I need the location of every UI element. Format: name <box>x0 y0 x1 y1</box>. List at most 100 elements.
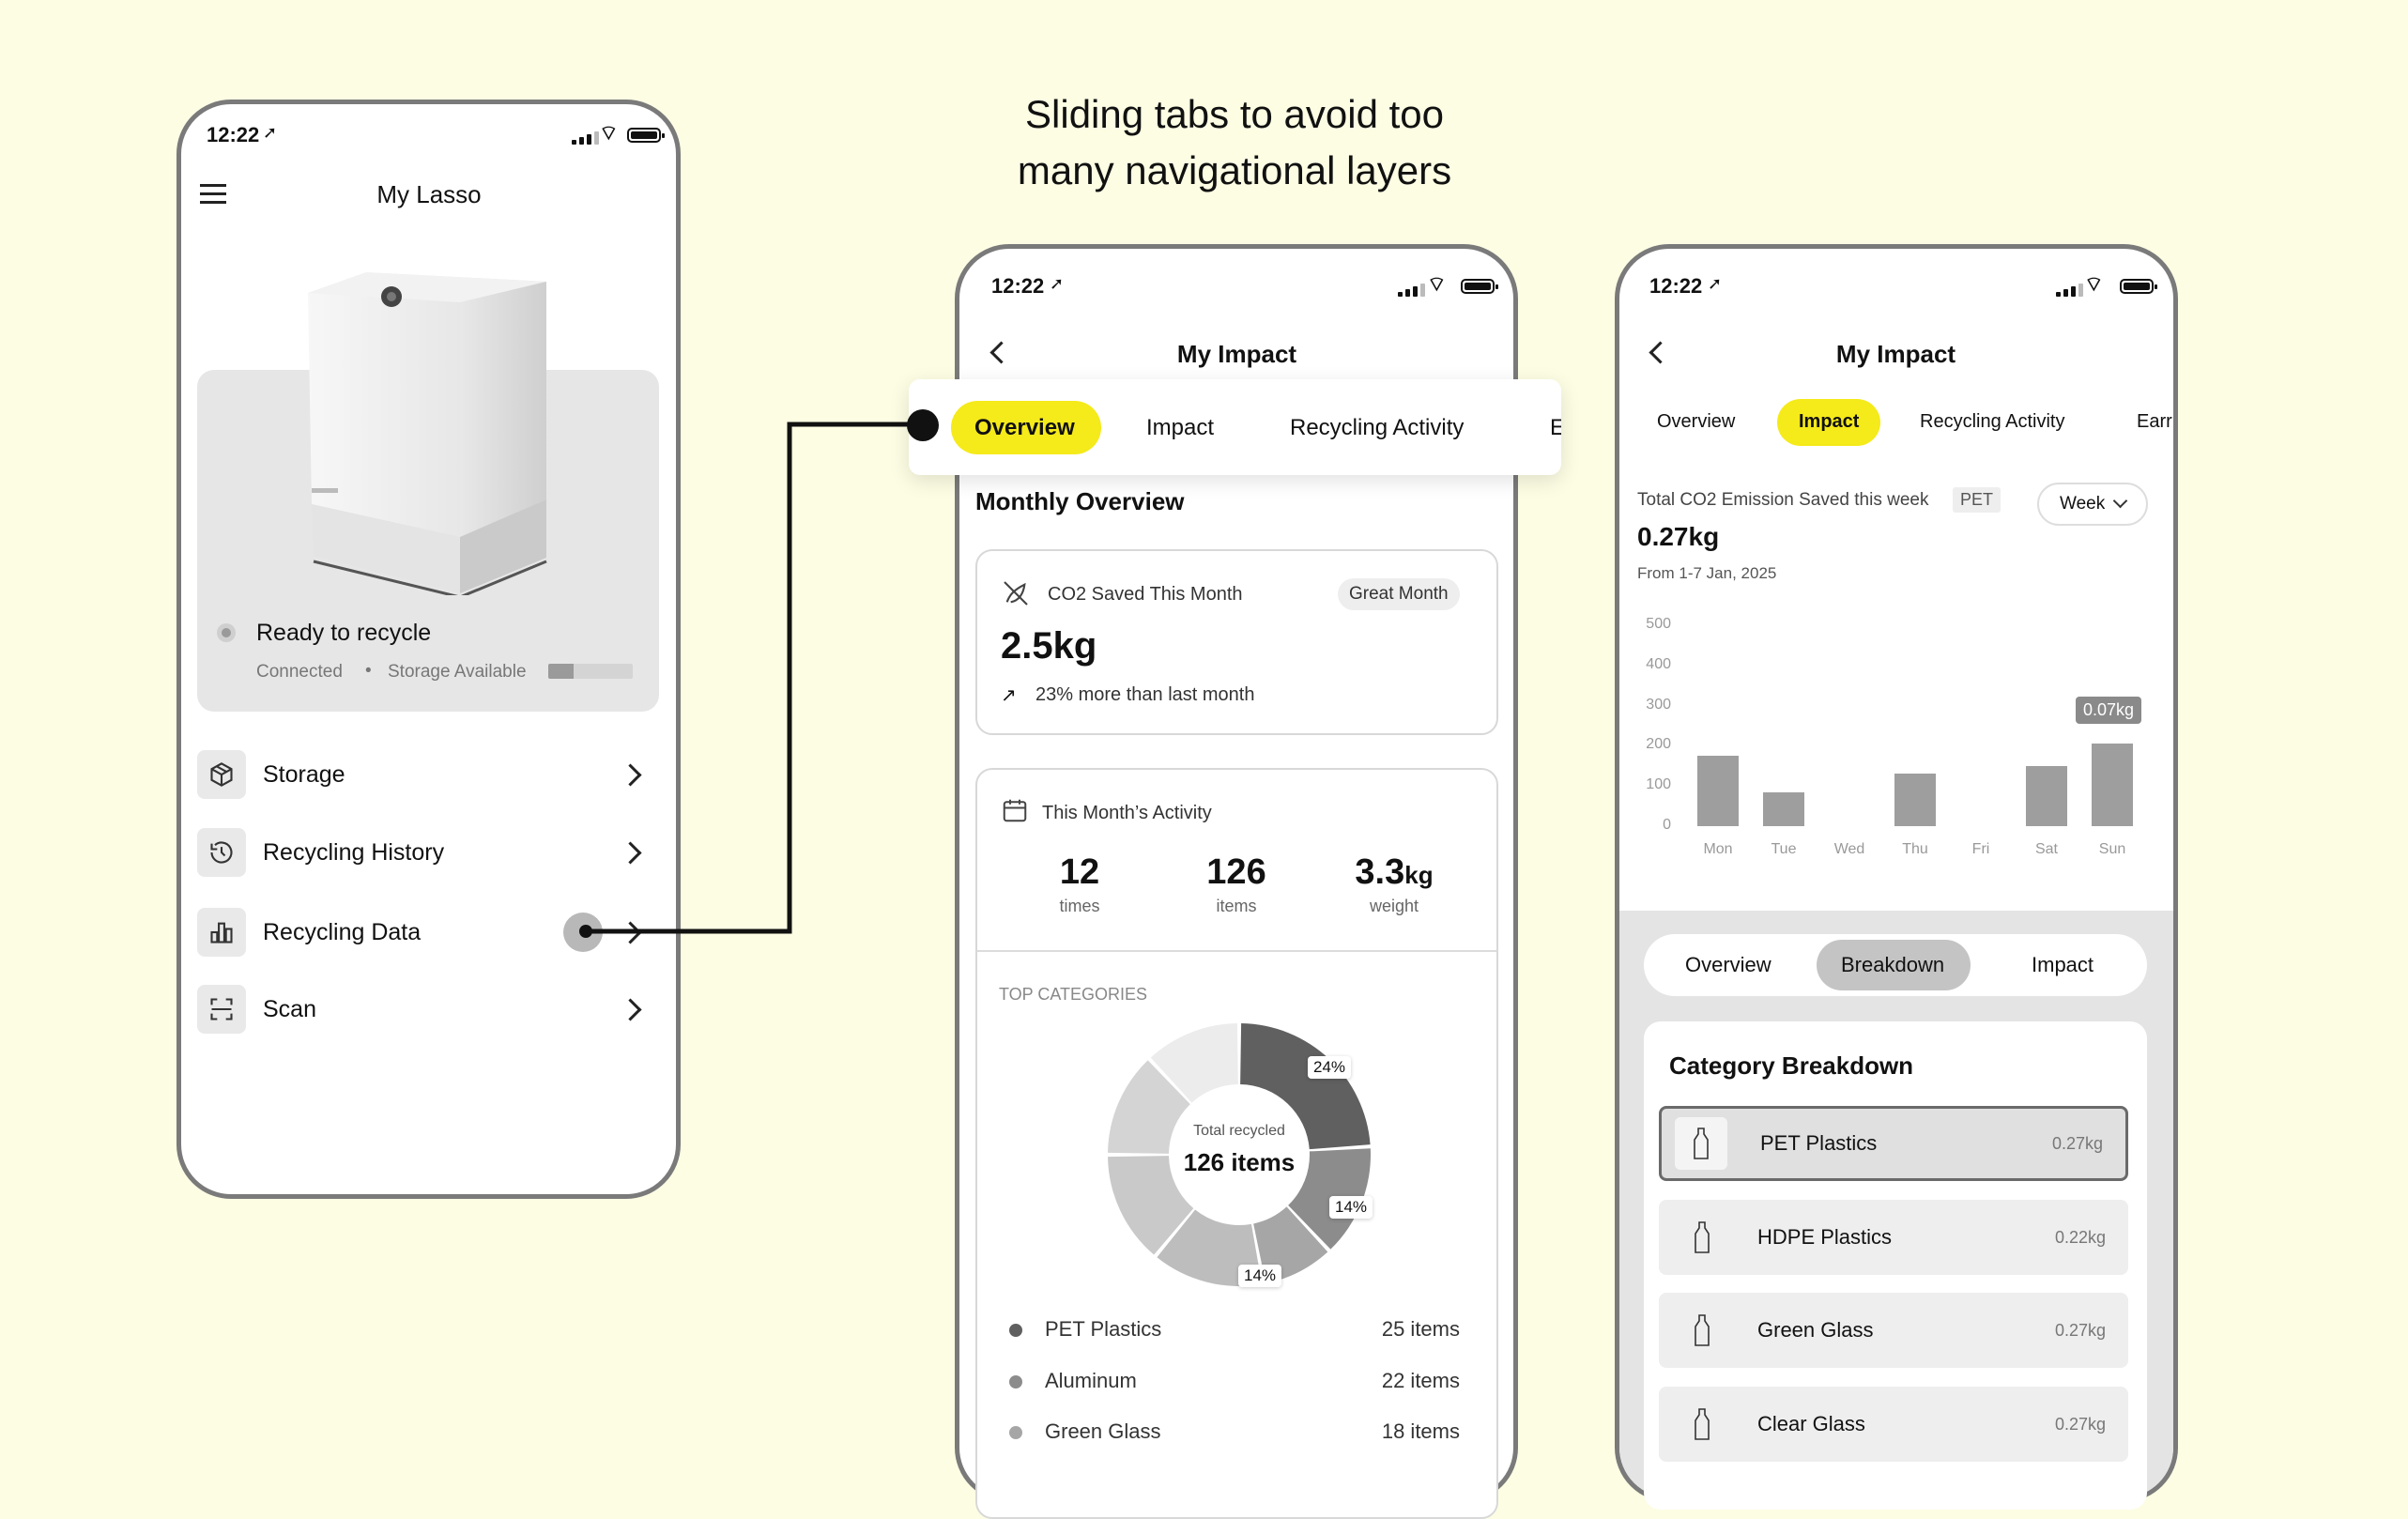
tab-recycling-activity[interactable]: Recycling Activity <box>1290 415 1465 440</box>
donut-slice[interactable] <box>1108 1156 1194 1255</box>
stat-value: 126 <box>1206 852 1266 892</box>
x-tick-label: Mon <box>1703 841 1733 857</box>
legend-item-aluminum[interactable]: Aluminum 22 items <box>1009 1363 1460 1401</box>
signal-icon <box>572 130 599 145</box>
legend-count: 25 items <box>1381 1317 1460 1341</box>
slice-label-24: 24% <box>1308 1056 1352 1079</box>
legend-name: Aluminum <box>1045 1369 1137 1392</box>
segment-impact[interactable]: Impact <box>2032 953 2094 976</box>
tab-impact[interactable]: Impact <box>1146 415 1215 440</box>
x-tick-label: Tue <box>1771 841 1797 857</box>
stat-items: 126 items <box>1185 852 1288 916</box>
tab-overview-active[interactable] <box>951 401 1101 454</box>
bottle-icon <box>1695 1408 1710 1440</box>
activity-card-label: This Month’s Activity <box>1042 803 1212 823</box>
segment-breakdown-active[interactable] <box>1817 940 1971 990</box>
storage-label: Storage Available <box>388 662 527 682</box>
categories-donut-chart <box>1108 1023 1371 1286</box>
lasso-device-image <box>308 272 547 595</box>
history-icon <box>197 828 246 877</box>
menu-item-recycling-history[interactable]: Recycling History <box>197 825 648 880</box>
category-value: 0.27kg <box>2051 1133 2103 1153</box>
page-title: My Lasso <box>376 180 482 208</box>
menu-label: Recycling Data <box>263 918 422 945</box>
badge-label: Great Month <box>1349 584 1449 604</box>
tab-recycling-activity[interactable]: Recycling Activity <box>1920 411 2065 432</box>
segment-breakdown[interactable]: Breakdown <box>1841 953 1945 976</box>
donut-slice[interactable] <box>1150 1023 1238 1103</box>
segment-control[interactable]: Overview Breakdown Impact <box>1644 934 2147 996</box>
bottle-icon <box>1694 1128 1709 1159</box>
stat-times: 12 times <box>1033 852 1127 916</box>
location-arrow-icon: ➚ <box>263 123 278 142</box>
co2-trend: 23% more than last month <box>1035 684 1255 705</box>
y-tick-label: 300 <box>1646 696 1671 713</box>
legend-name: Green Glass <box>1045 1419 1161 1443</box>
menu-label: Storage <box>263 760 345 788</box>
legend-item-green-glass[interactable]: Green Glass 18 items <box>1009 1414 1460 1451</box>
connection-status: Connected <box>256 662 343 682</box>
x-tick-label: Sun <box>2098 841 2126 857</box>
tab-overview[interactable]: Overview <box>974 415 1075 440</box>
storage-bar <box>548 664 633 679</box>
tab-impact[interactable]: Impact <box>1799 411 1860 432</box>
category-row-clear-glass[interactable]: Clear Glass 0.27kg <box>1659 1387 2128 1462</box>
bar-tooltip: 0.07kg <box>2076 697 2142 724</box>
bar-thu[interactable] <box>1894 774 1936 826</box>
category-name: PET Plastics <box>1760 1131 1878 1155</box>
bottle-icon-box <box>1675 1117 1727 1170</box>
co2-bar-chart: 500 400 300 200 100 0 Mon Tue Wed Thu Fri Sat Sun <box>1633 610 2159 873</box>
category-value: 0.27kg <box>2054 1320 2106 1340</box>
donut-slice[interactable] <box>1108 1060 1190 1154</box>
menu-item-scan[interactable]: Scan <box>197 982 648 1036</box>
status-time: 12:22 <box>1649 274 1703 298</box>
period-select[interactable]: Week <box>2037 483 2148 526</box>
x-tick-label: Thu <box>1902 841 1928 857</box>
menu-item-recycling-data[interactable]: Recycling Data <box>197 905 648 959</box>
menu-item-storage[interactable]: Storage <box>197 747 648 802</box>
legend-count: 18 items <box>1381 1419 1460 1443</box>
tab-overview[interactable]: Overview <box>1657 411 1736 432</box>
category-row-pet[interactable]: PET Plastics 0.27kg <box>1659 1106 2128 1181</box>
donut-slice[interactable] <box>1240 1023 1371 1150</box>
tab-impact-active[interactable] <box>1777 399 1880 446</box>
breakdown-title: Category Breakdown <box>1669 1051 1914 1080</box>
bar-mon[interactable] <box>1697 756 1739 826</box>
great-month-badge: Great Month <box>1338 578 1460 610</box>
legend-name: PET Plastics <box>1045 1317 1162 1341</box>
co2-card-label: CO2 Saved This Month <box>1048 584 1243 605</box>
tab-earnings-truncated[interactable]: Earr <box>2137 411 2172 432</box>
segment-overview[interactable]: Overview <box>1685 953 1771 976</box>
battery-icon <box>1461 279 1498 294</box>
bottle-icon <box>1695 1221 1710 1253</box>
leaf-off-icon <box>1004 581 1028 606</box>
legend-item-pet[interactable]: PET Plastics 25 items <box>1009 1312 1460 1349</box>
sliding-tab-bar[interactable]: Overview Impact Recycling Activity E <box>909 379 1561 475</box>
tab-earnings-truncated[interactable]: E <box>1550 415 1561 440</box>
category-row-green-glass[interactable]: Green Glass 0.27kg <box>1659 1293 2128 1368</box>
connector-line <box>579 422 923 938</box>
device-status: Ready to recycle <box>256 620 432 646</box>
signal-icon <box>2056 282 2083 297</box>
chevron-down-icon <box>2112 493 2128 509</box>
legend-dot <box>1009 1375 1022 1389</box>
category-row-hdpe[interactable]: HDPE Plastics 0.22kg <box>1659 1200 2128 1275</box>
bar-sun[interactable] <box>2092 744 2133 826</box>
location-arrow-icon: ➚ <box>1050 274 1065 293</box>
bar-sat[interactable] <box>2026 765 2067 826</box>
donut-slice[interactable] <box>1253 1206 1328 1284</box>
bar-tue[interactable] <box>1763 791 1804 826</box>
wifi-icon: ⌔ <box>1427 272 1447 296</box>
y-tick-label: 400 <box>1646 655 1671 672</box>
status-indicator-icon <box>217 623 236 642</box>
annotation-text: Sliding tabs to avoid too many navigatio… <box>929 86 1540 199</box>
legend-dot <box>1009 1324 1022 1337</box>
y-tick-label: 100 <box>1646 776 1671 793</box>
battery-icon <box>627 128 665 143</box>
donut-slice[interactable] <box>1157 1209 1263 1286</box>
annotation-line-1: Sliding tabs to avoid too <box>1025 92 1444 136</box>
tab-bar[interactable]: Overview Impact Recycling Activity Earr <box>1619 394 2173 451</box>
hamburger-menu-icon[interactable] <box>200 184 226 205</box>
stat-caption: weight <box>1369 897 1419 915</box>
page-title: My Impact <box>1176 340 1297 368</box>
